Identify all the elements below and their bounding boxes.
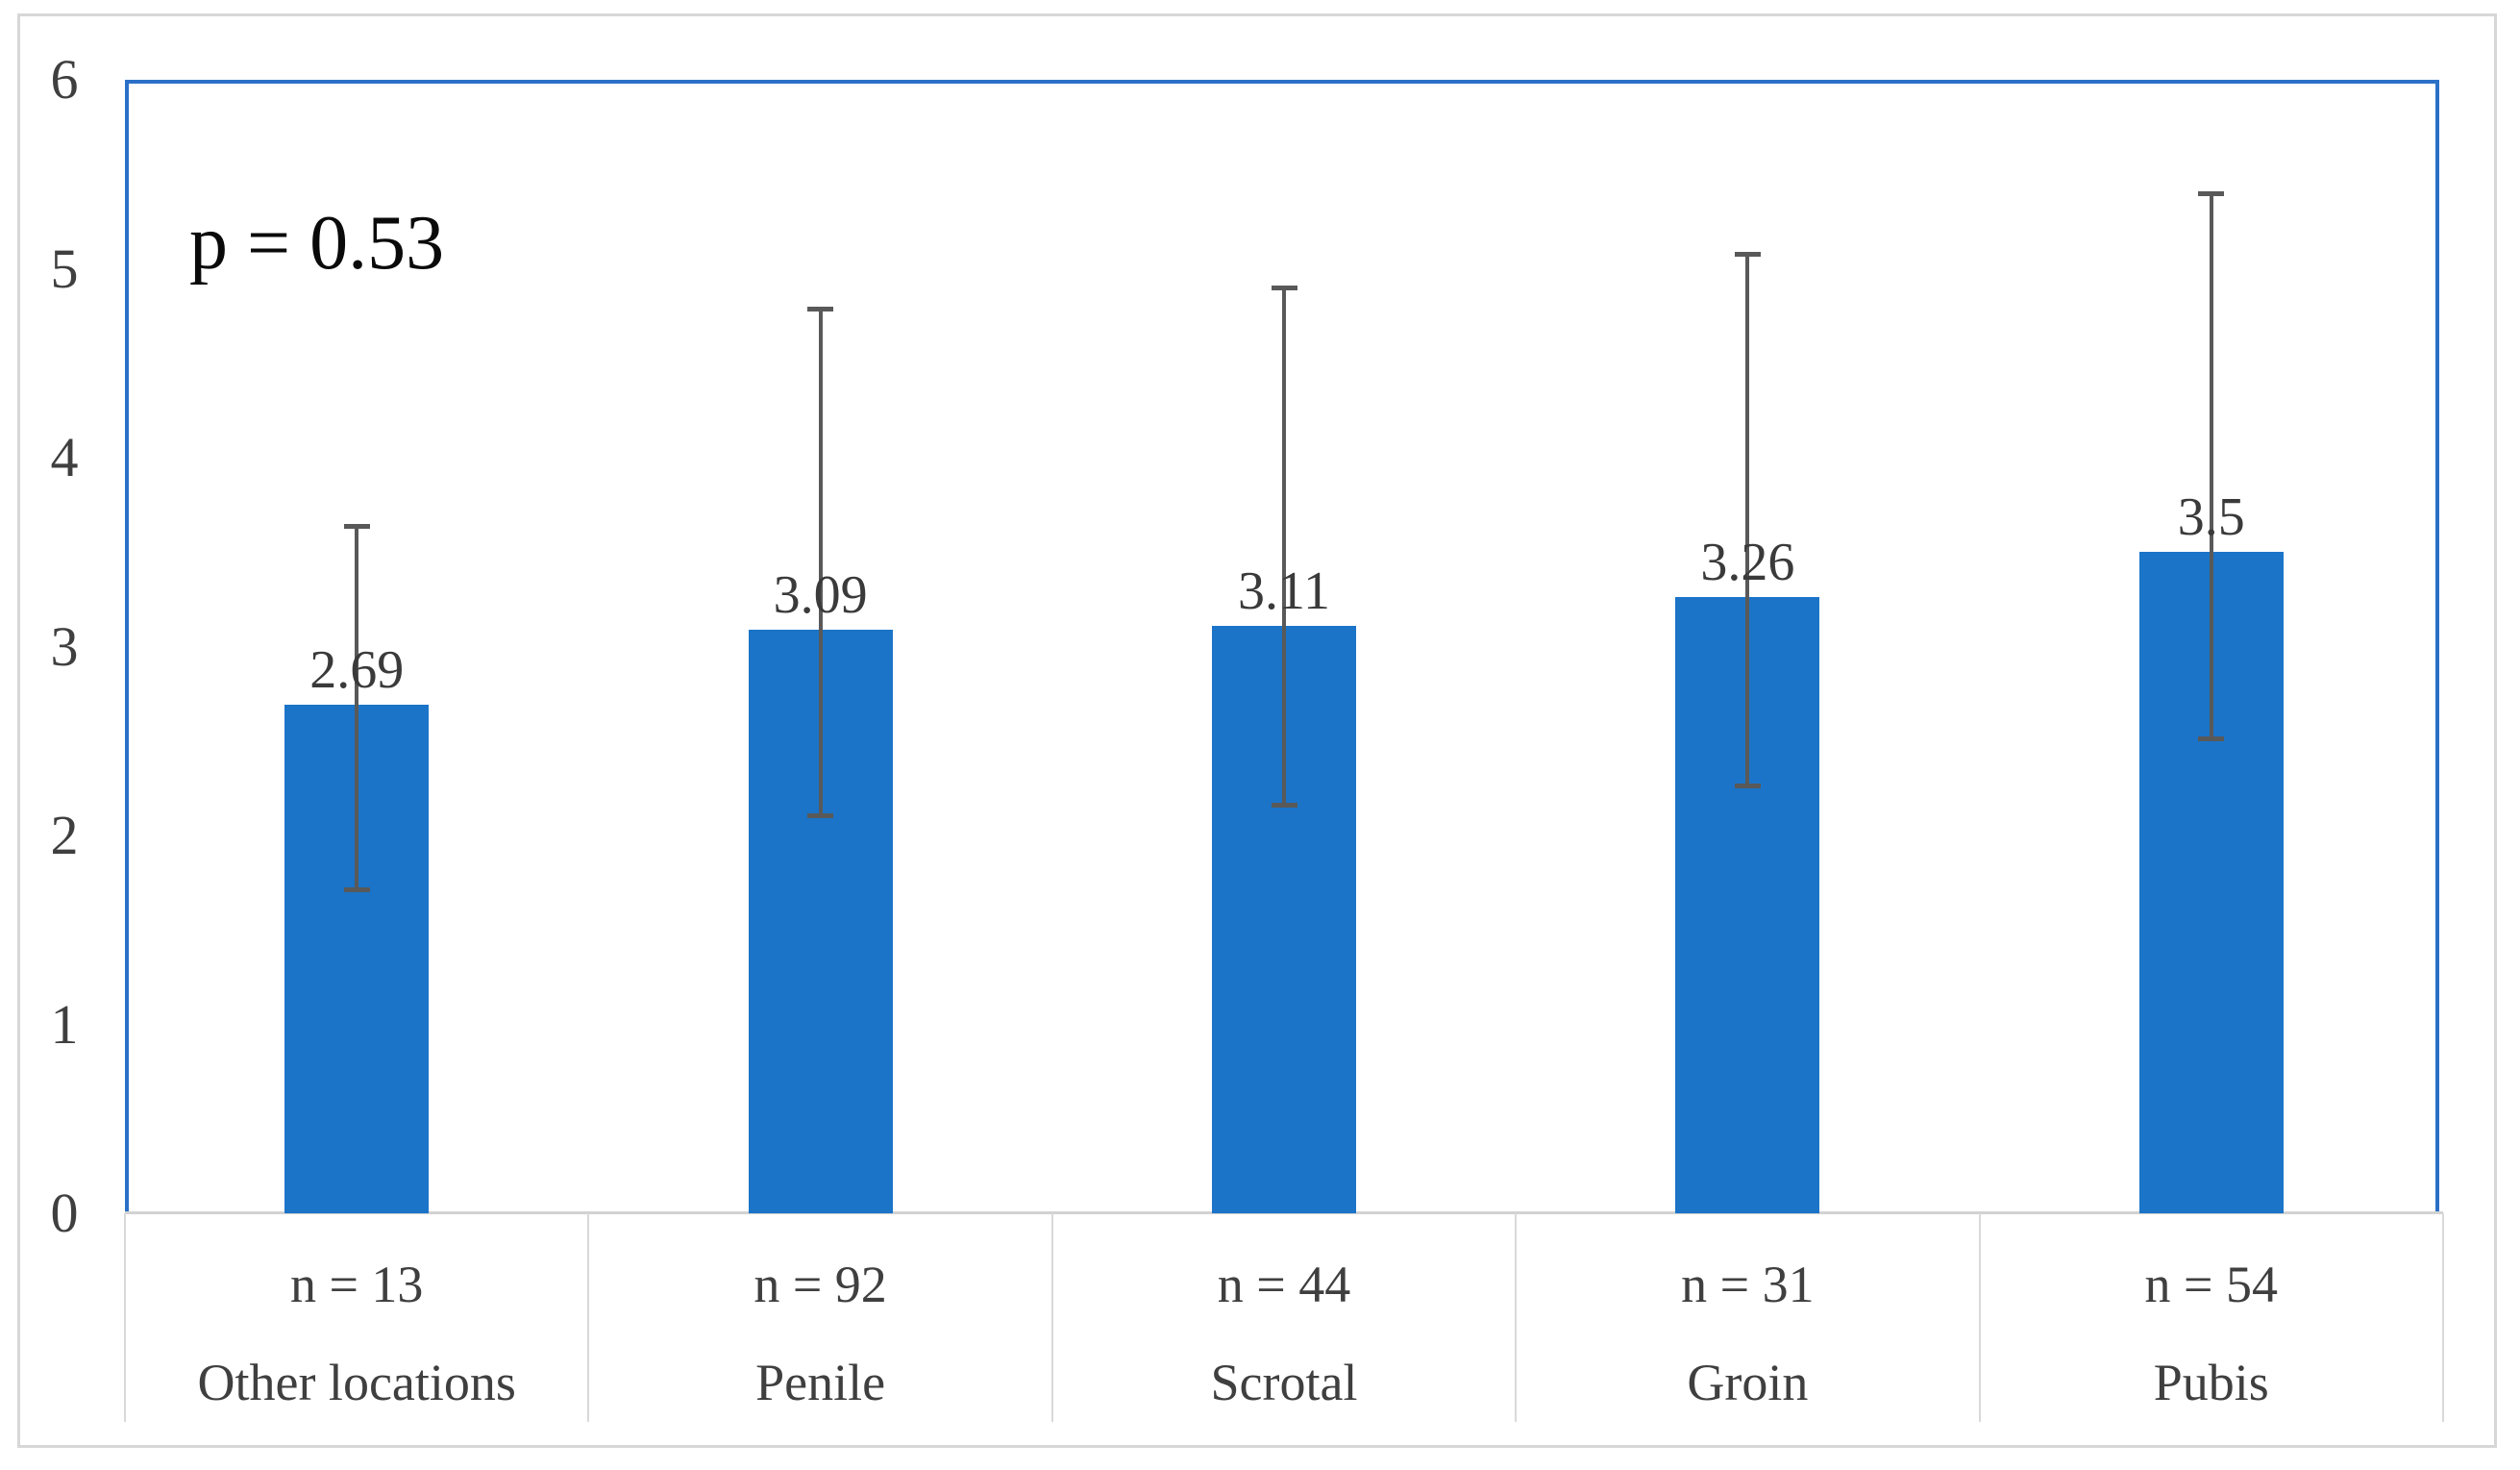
category-cell-3: n = 31 Groin xyxy=(1516,1213,1979,1422)
category-separator xyxy=(587,1213,590,1422)
p-value-annotation: p = 0.53 xyxy=(189,201,445,286)
y-tick-label: 4 xyxy=(50,426,79,488)
y-tick-label: 1 xyxy=(50,992,79,1056)
bar-value-label: 2.69 xyxy=(309,640,405,701)
y-tick-label: 0 xyxy=(50,1182,79,1244)
y-tick-label: 2 xyxy=(50,804,79,866)
error-bar-cap-bottom xyxy=(2198,735,2225,741)
error-bar-cap-top xyxy=(807,306,834,311)
bar-value-label: 3.26 xyxy=(1700,533,1795,593)
category-separator xyxy=(124,1213,126,1422)
category-separator xyxy=(1515,1213,1518,1422)
sample-size-label: n = 54 xyxy=(2144,1256,2279,1313)
category-label: Groin xyxy=(1687,1354,1809,1411)
error-bar-cap-bottom xyxy=(1734,783,1761,788)
category-cell-4: n = 54 Pubis xyxy=(1980,1213,2443,1422)
error-bar-cap-bottom xyxy=(807,813,834,819)
bar-value-label: 3.11 xyxy=(1238,561,1330,621)
category-label: Other locations xyxy=(197,1354,516,1411)
y-tick-label: 5 xyxy=(50,237,79,300)
error-bar-cap-bottom xyxy=(1271,802,1297,808)
sample-size-label: n = 92 xyxy=(754,1256,887,1313)
category-separator xyxy=(2442,1213,2444,1422)
category-label: Scrotal xyxy=(1210,1354,1358,1411)
error-bar-line xyxy=(1745,253,1750,786)
category-separator xyxy=(1050,1213,1053,1422)
bar-value-label: 3.09 xyxy=(773,564,868,625)
bar-value-label: 3.5 xyxy=(2177,487,2245,548)
category-cell-0: n = 13 Other locations xyxy=(125,1213,588,1422)
error-bar-cap-top xyxy=(1734,251,1761,257)
y-tick-label: 6 xyxy=(50,48,79,111)
plot-area xyxy=(125,80,2439,1213)
sample-size-label: n = 31 xyxy=(1681,1256,1815,1313)
error-bar-cap-bottom xyxy=(343,886,370,892)
y-tick-label: 3 xyxy=(50,614,79,678)
error-bar-line xyxy=(355,525,359,890)
error-bar-line xyxy=(818,308,823,817)
category-label: Pubis xyxy=(2153,1354,2269,1411)
error-bar-cap-top xyxy=(1271,286,1297,291)
category-cell-1: n = 92 Penile xyxy=(588,1213,1051,1422)
error-bar-line xyxy=(2209,192,2213,739)
category-label: Penile xyxy=(755,1354,886,1411)
sample-size-label: n = 44 xyxy=(1217,1256,1351,1313)
sample-size-label: n = 13 xyxy=(289,1256,424,1313)
error-bar-cap-top xyxy=(2198,190,2225,196)
error-bar-line xyxy=(1282,287,1286,806)
error-bar-cap-top xyxy=(343,523,370,529)
category-separator xyxy=(1978,1213,1981,1422)
category-cell-2: n = 44 Scrotal xyxy=(1052,1213,1516,1422)
